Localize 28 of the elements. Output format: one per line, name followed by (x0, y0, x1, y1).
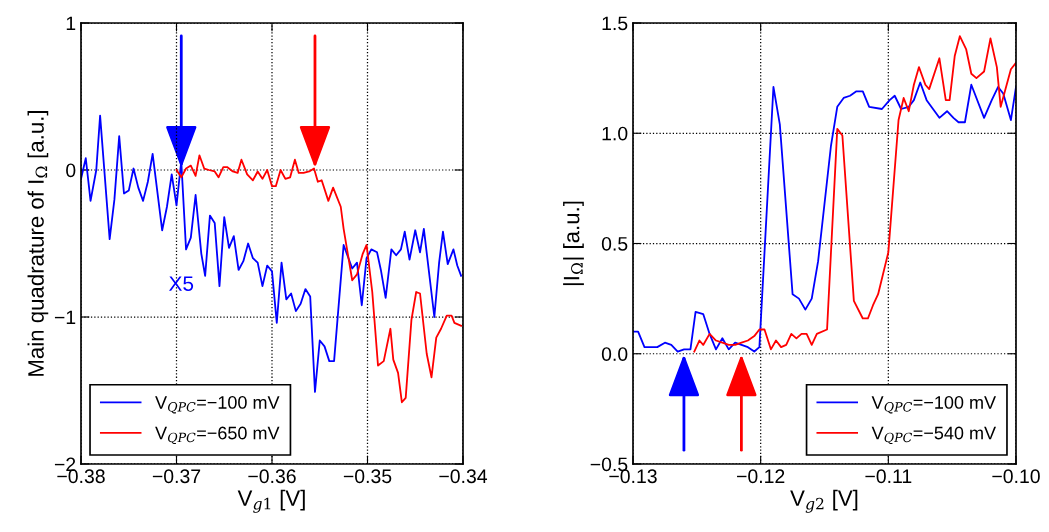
x-tick-label: −0.10 (992, 469, 1040, 484)
legend-label: V$_{QPC}$=−100 mV (155, 396, 280, 414)
legend-label: V$_{QPC}$=−650 mV (155, 426, 280, 445)
y-tick-label: 1.0 (602, 126, 628, 141)
x-tick-label: −0.12 (737, 469, 785, 484)
x-tick-label: −0.37 (152, 469, 201, 484)
y-tick-label: 0 (66, 163, 76, 178)
y-tick-label: 0.0 (601, 347, 628, 361)
x-tick-label: −0.11 (865, 469, 912, 484)
x-axis-title: V$_{g2}$ [V] (790, 489, 858, 513)
line-series (693, 35, 1016, 353)
legend-label: V$_{QPC}$=−540 mV (871, 426, 996, 445)
y-axis-title: Main quadrature of I$_{Ω}$ [a.u.] (27, 111, 49, 376)
line-series (81, 114, 462, 393)
y-tick-label: −1 (54, 310, 76, 325)
y-tick-label: 0.5 (601, 236, 628, 251)
x-tick-label: −0.36 (248, 469, 296, 484)
line-series (633, 81, 1016, 353)
x-tick-label: −0.35 (343, 469, 392, 484)
legend-label: V$_{QPC}$=−100 mV (871, 396, 996, 414)
y-tick-label: −2 (54, 457, 76, 472)
annotation: X5 (169, 276, 194, 291)
y-axis-title: |I$_{Ω}$| [a.u.] (563, 201, 584, 286)
y-tick-label: 1 (66, 16, 76, 31)
x-tick-label: −0.38 (57, 469, 105, 484)
x-axis-title: V$_{g1}$ [V] (237, 489, 305, 513)
x-tick-label: −0.34 (439, 469, 488, 484)
y-tick-label: 1.5 (602, 16, 628, 31)
